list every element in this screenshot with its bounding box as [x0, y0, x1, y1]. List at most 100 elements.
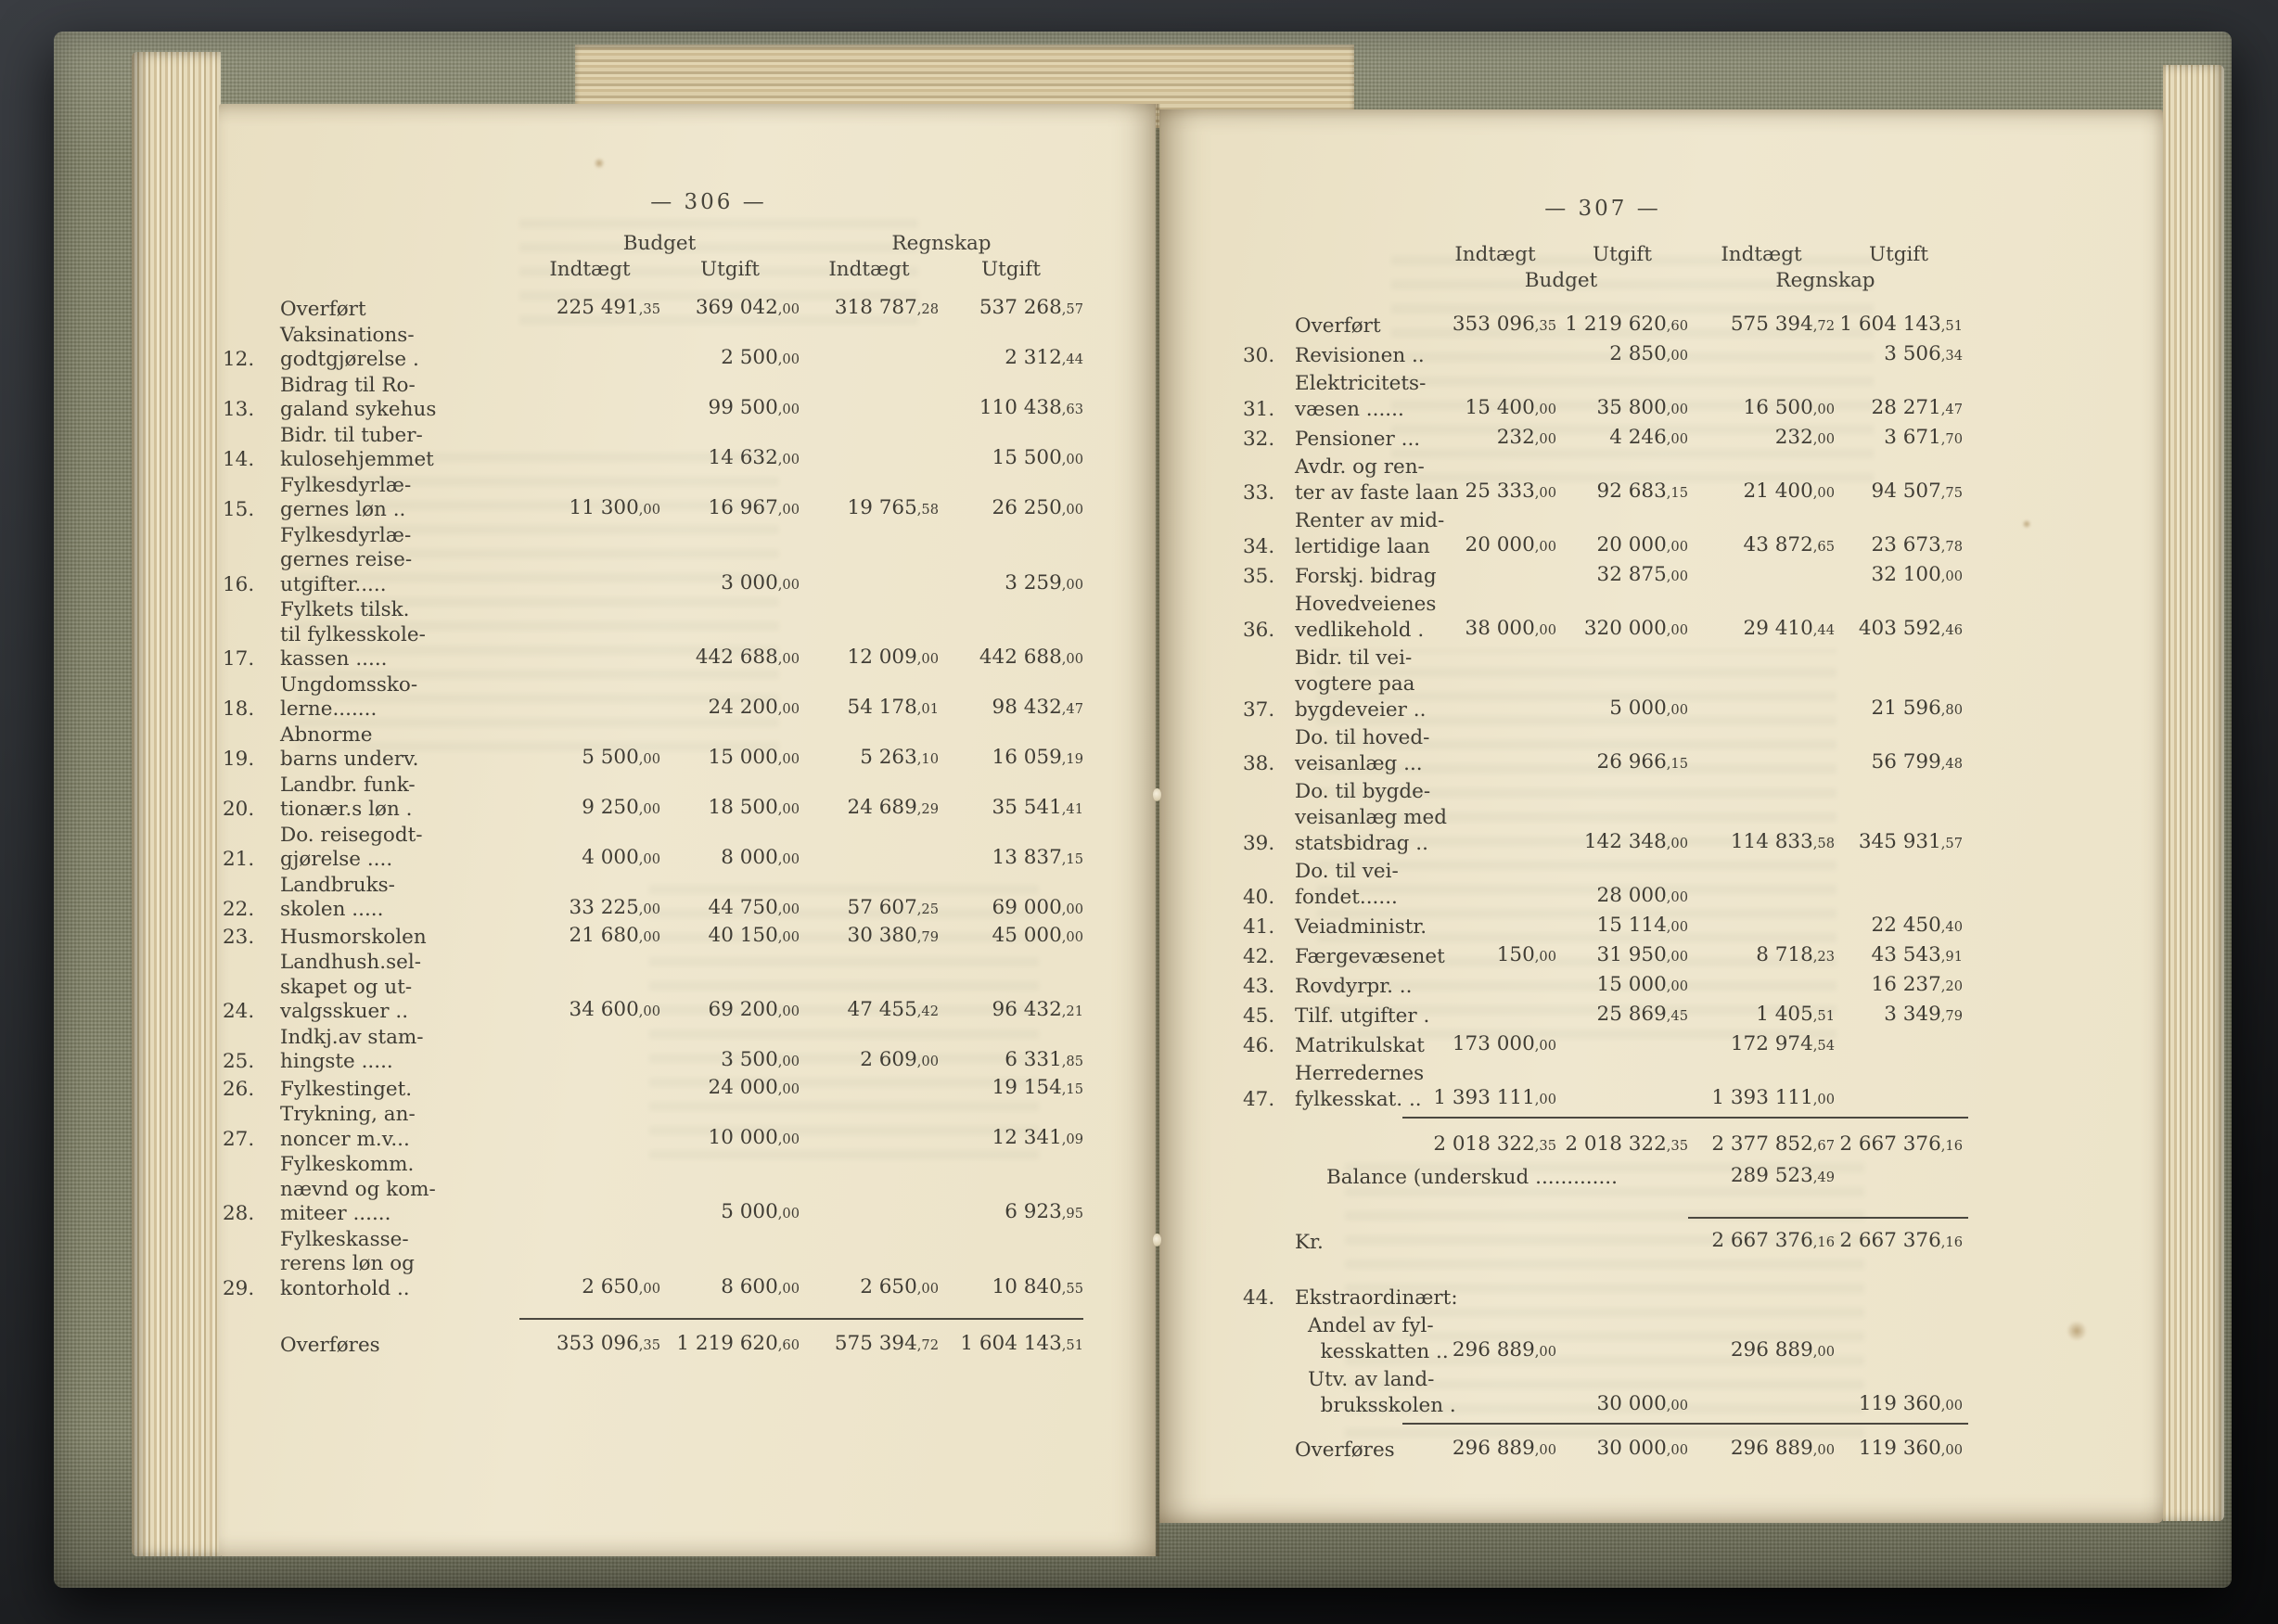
row-number: 31.	[1243, 398, 1275, 421]
value-regnskap-indtaegt: 1 393 111,00	[1711, 1086, 1835, 1109]
row-number: 12.	[223, 348, 255, 371]
header-regnskap-utgift: Utgift	[1869, 243, 1928, 266]
value-regnskap-utgift: 3 349,79	[1884, 1003, 1963, 1026]
value-regnskap-utgift: 94 507,75	[1871, 480, 1963, 503]
header-budget-utgift: Utgift	[1593, 243, 1652, 266]
value-budget-indtaegt: 21 680,00	[569, 923, 660, 947]
row-label: Trykning, an-noncer m.v...	[280, 1103, 416, 1151]
row-label: Fylkestinget.	[280, 1077, 413, 1101]
ledger-row: 2 018 322,35 2 018 322,35 2 377 852,67 2 66…	[1243, 1132, 1963, 1159]
foxing-spot	[2022, 519, 2031, 529]
row-label: Ekstraordinært:	[1295, 1286, 1458, 1310]
value-regnskap-indtaegt: 296 889,00	[1730, 1338, 1835, 1362]
value-budget-utgift: 15 000,00	[1596, 973, 1688, 996]
value-budget-indtaegt: 296 889,00	[1452, 1338, 1556, 1362]
row-label: Fylkets tilsk. til fylkesskole-kassen ...…	[280, 598, 426, 671]
value-regnskap-indtaegt: 2 609,00	[860, 1048, 939, 1071]
row-label: Overført	[280, 298, 366, 321]
value-budget-indtaegt: 25 333,00	[1465, 480, 1556, 503]
value-regnskap-indtaegt: 43 872,65	[1743, 533, 1835, 556]
value-budget-utgift: 3 000,00	[721, 570, 800, 595]
row-number: 29.	[223, 1276, 255, 1300]
value-regnskap-indtaegt: 12 009,00	[847, 646, 939, 669]
row-label: Landbr. funk-tionær.s løn .	[280, 773, 416, 822]
page-right	[1159, 109, 2163, 1523]
value-regnskap-utgift: 3 506,34	[1884, 342, 1963, 365]
value-budget-indtaegt: 353 096,35	[556, 1332, 660, 1355]
row-number: 15.	[223, 498, 255, 521]
value-regnskap-utgift: 2 667 376,16	[1839, 1229, 1963, 1252]
value-budget-utgift: 31 950,00	[1596, 943, 1688, 966]
value-regnskap-indtaegt: 318 787,28	[834, 296, 939, 319]
row-number: 40.	[1243, 886, 1275, 909]
ledger-row: 20. Landbr. funk-tionær.s løn . 9 250,00 18…	[223, 774, 1083, 823]
ledger-header-left: Budget Regnskap Indtægt Utgift Indtægt U…	[223, 230, 1083, 282]
value-budget-utgift: 8 600,00	[721, 1274, 800, 1298]
value-regnskap-utgift: 16 237,20	[1871, 973, 1963, 996]
value-regnskap-utgift: 3 671,70	[1884, 426, 1963, 449]
row-label: Fylkesdyrlæ-gernes løn ..	[280, 473, 412, 522]
value-regnskap-indtaegt: 289 523,49	[1730, 1164, 1835, 1187]
value-regnskap-indtaegt: 296 889,00	[1730, 1437, 1835, 1460]
ledger-row: 41. Veiadministr. 15 114,00 22 450,40	[1243, 913, 1963, 940]
row-number: 28.	[223, 1202, 255, 1225]
row-number: 35.	[1243, 565, 1275, 588]
value-regnskap-utgift: 2 312,44	[1005, 346, 1083, 369]
binding-stitch	[1153, 1234, 1161, 1247]
value-budget-indtaegt: 38 000,00	[1465, 617, 1556, 640]
value-budget-utgift: 26 966,15	[1596, 750, 1688, 774]
row-label: Fylkesdyrlæ-gernes reise-utgifter.....	[280, 523, 413, 596]
header-regnskap-indtaegt: Indtægt	[1721, 243, 1802, 266]
value-budget-indtaegt: 150,00	[1496, 943, 1556, 966]
value-regnskap-indtaegt: 5 263,10	[860, 746, 939, 769]
value-budget-utgift: 15 114,00	[1596, 914, 1688, 937]
ledger-row: 21. Do. reisegodt-gjørelse .... 4 000,00 8 …	[223, 824, 1083, 873]
value-regnskap-utgift: 23 673,78	[1871, 533, 1963, 556]
value-regnskap-utgift: 96 432,21	[992, 998, 1083, 1021]
header-regnskap: Regnskap	[1775, 269, 1875, 292]
row-number: 21.	[223, 848, 255, 871]
row-number: 32.	[1243, 428, 1275, 451]
ledger-row: 23. Husmorskolen 21 680,00 40 150,00 30 380,…	[223, 924, 1083, 951]
row-label: Overføres	[280, 1334, 380, 1357]
value-regnskap-utgift: 22 450,40	[1871, 914, 1963, 937]
ledger-row: 44. Ekstraordinært:	[1243, 1285, 1963, 1311]
row-number: 36.	[1243, 619, 1275, 642]
ledger-row: 22. Landbruks-skolen ..... 33 225,00 44 750…	[223, 874, 1083, 923]
row-label: Abnorme barns underv.	[280, 722, 419, 772]
page-stack-right-edge	[2163, 65, 2224, 1521]
value-regnskap-indtaegt: 16 500,00	[1743, 396, 1835, 419]
row-label: Overført	[1295, 314, 1381, 338]
row-label: Avdr. og ren-ter av faste laan	[1295, 455, 1459, 505]
ledger-table-left: Overført 225 491,35 369 042,00 318 787,28 53…	[223, 295, 1083, 1359]
binding-stitch	[1153, 788, 1161, 801]
ledger-row: 19. Abnorme barns underv. 5 500,00 15 000,00…	[223, 723, 1083, 773]
value-budget-utgift: 10 000,00	[708, 1125, 800, 1149]
ledger-row: 24. Landhush.sel-skapet og ut-valgsskuer …	[223, 951, 1083, 1025]
header-budget: Budget	[622, 232, 697, 255]
value-regnskap-utgift: 56 799,48	[1871, 750, 1963, 774]
ledger-row: 39. Do. til bygde-veisanlæg med statsbidra…	[1243, 779, 1963, 857]
page-left	[219, 104, 1156, 1556]
value-regnskap-indtaegt: 8 718,23	[1756, 943, 1835, 966]
row-number: 26.	[223, 1077, 255, 1101]
row-label: Fylkeskomm. nævnd og kom-miteer ......	[280, 1153, 436, 1225]
value-regnskap-indtaegt: 21 400,00	[1743, 480, 1835, 503]
ledger-row: 45. Tilf. utgifter . 25 869,45 1 405,51 3 34…	[1243, 1002, 1963, 1029]
value-regnskap-utgift: 3 259,00	[1005, 570, 1083, 595]
row-label: Husmorskolen	[280, 925, 427, 949]
value-budget-indtaegt: 353 096,35	[1452, 313, 1556, 336]
value-budget-utgift: 30 000,00	[1596, 1392, 1688, 1415]
row-label: Herredernes fylkesskat. ..	[1295, 1062, 1425, 1111]
value-regnskap-indtaegt: 232,00	[1774, 426, 1835, 449]
rule-line	[1688, 1217, 1968, 1219]
value-budget-utgift: 25 869,45	[1596, 1003, 1688, 1026]
row-number: 24.	[223, 1000, 255, 1023]
ledger-header-right: Indtægt Utgift Indtægt Utgift Budget Reg…	[1243, 241, 1963, 293]
row-number: 23.	[223, 925, 255, 949]
value-regnskap-indtaegt: 29 410,44	[1743, 617, 1835, 640]
value-regnskap-utgift: 1 604 143,51	[1839, 313, 1963, 336]
row-label: Landhush.sel-skapet og ut-valgsskuer ..	[280, 951, 422, 1023]
value-regnskap-utgift: 2 667 376,16	[1839, 1132, 1963, 1156]
